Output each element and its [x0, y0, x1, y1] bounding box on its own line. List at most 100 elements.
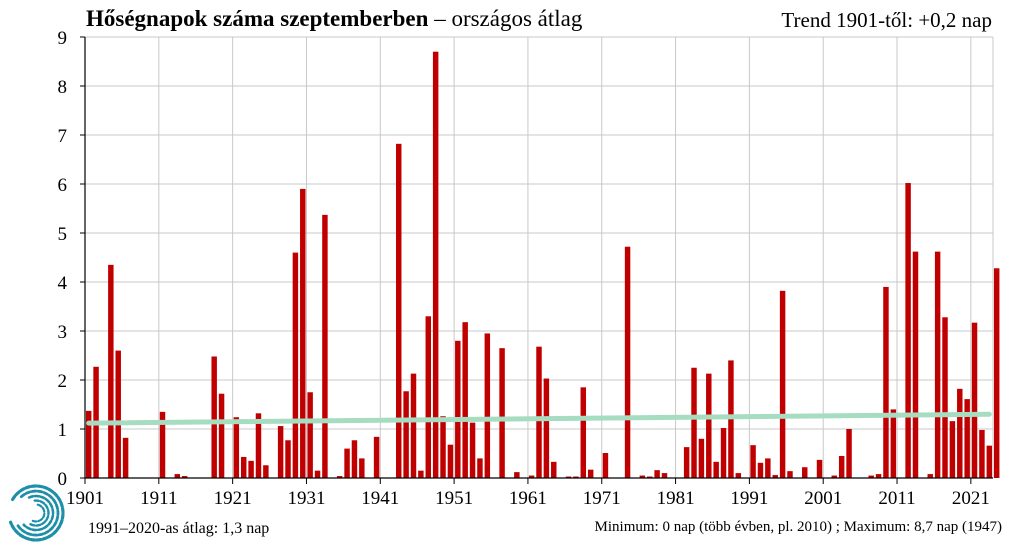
bar	[883, 286, 889, 478]
bar	[514, 472, 520, 478]
bar	[447, 444, 454, 478]
bar	[248, 460, 254, 478]
y-tick-label: 7	[58, 126, 68, 147]
chart-title-rest: – országos átlag	[428, 6, 583, 31]
bar	[108, 264, 114, 478]
bar	[713, 461, 719, 478]
bar	[802, 467, 808, 478]
swirl-logo-icon	[9, 484, 65, 542]
x-tick-label: 2021	[952, 488, 990, 509]
bar	[957, 388, 963, 478]
bar	[292, 252, 299, 478]
average-note: 1991–2020-as átlag: 1,3 nap	[88, 520, 270, 537]
logo-arc	[9, 484, 65, 542]
bar	[536, 346, 542, 478]
bar	[624, 246, 631, 478]
logo-arc	[31, 503, 46, 523]
x-tick-label: 1941	[361, 488, 399, 509]
x-tick-label: 2011	[878, 488, 915, 509]
chart-title: Hőségnapok száma szeptemberben – országo…	[86, 6, 582, 32]
bar	[336, 476, 343, 478]
bar	[425, 316, 431, 478]
logo-arc	[15, 489, 60, 537]
bar	[942, 317, 948, 478]
x-tick-label: 1951	[435, 488, 473, 509]
logo-arc	[27, 499, 50, 527]
bar	[285, 440, 291, 478]
logo-arc	[22, 494, 55, 532]
bar	[986, 445, 993, 478]
x-tick-label: 1981	[657, 488, 695, 509]
y-tick-label: 8	[58, 77, 68, 98]
bar	[691, 367, 697, 478]
bar	[528, 475, 535, 478]
y-tick-label: 3	[58, 322, 68, 343]
trend-layer	[86, 411, 992, 426]
x-tick-label: 1961	[509, 488, 547, 509]
bar	[277, 426, 284, 478]
bar	[706, 373, 712, 478]
x-tick-label: 1931	[287, 488, 325, 509]
y-tick-label: 0	[58, 469, 68, 490]
chart-title-bold: Hőségnapok száma szeptemberben	[86, 6, 429, 31]
bar	[469, 422, 476, 478]
bar	[211, 356, 217, 478]
bar	[396, 143, 402, 478]
bar	[462, 322, 468, 478]
bar	[838, 455, 845, 478]
bar	[698, 438, 705, 478]
bar	[927, 474, 933, 478]
bar	[949, 421, 956, 478]
bar	[979, 429, 985, 478]
bar	[654, 470, 660, 478]
bar	[403, 391, 409, 478]
x-tick-label: 1911	[140, 488, 177, 509]
bar	[432, 51, 439, 478]
y-tick-label: 2	[58, 371, 68, 392]
bar	[846, 429, 852, 478]
bar	[477, 458, 483, 478]
bar	[174, 474, 181, 478]
min-max-note: Minimum: 0 nap (több évben, pl. 2010) ; …	[594, 519, 1002, 535]
bar	[661, 473, 668, 478]
bar	[757, 462, 764, 478]
x-tick-label: 1921	[214, 488, 252, 509]
bar	[499, 348, 505, 478]
bar	[218, 393, 225, 478]
bar	[993, 268, 1000, 478]
bar	[772, 475, 778, 478]
bar	[484, 333, 491, 478]
bar	[779, 290, 786, 478]
bar	[307, 392, 313, 478]
bar	[344, 448, 350, 478]
bar	[816, 459, 823, 478]
bar	[765, 458, 771, 478]
bar	[322, 214, 328, 478]
bar	[647, 476, 653, 478]
bar	[905, 183, 911, 478]
bar	[351, 440, 358, 478]
bar	[314, 470, 321, 478]
bar	[181, 476, 188, 478]
bar	[875, 474, 882, 478]
bar	[240, 456, 247, 478]
bar	[263, 465, 269, 478]
bar	[543, 378, 550, 478]
bar	[912, 251, 919, 478]
bar	[410, 373, 417, 478]
x-tick-label: 1991	[730, 488, 768, 509]
bar	[418, 470, 424, 478]
y-tick-label: 9	[58, 28, 68, 49]
bar	[934, 251, 941, 478]
bar	[964, 399, 970, 478]
bar	[565, 476, 572, 478]
grid-layer	[84, 36, 994, 478]
y-tick-label: 1	[58, 420, 68, 441]
y-tick-label: 5	[58, 224, 68, 245]
bar	[373, 436, 380, 478]
bar	[787, 471, 793, 478]
bar	[115, 350, 121, 478]
y-tick-label: 4	[58, 273, 68, 294]
y-tick-label: 6	[58, 175, 68, 196]
